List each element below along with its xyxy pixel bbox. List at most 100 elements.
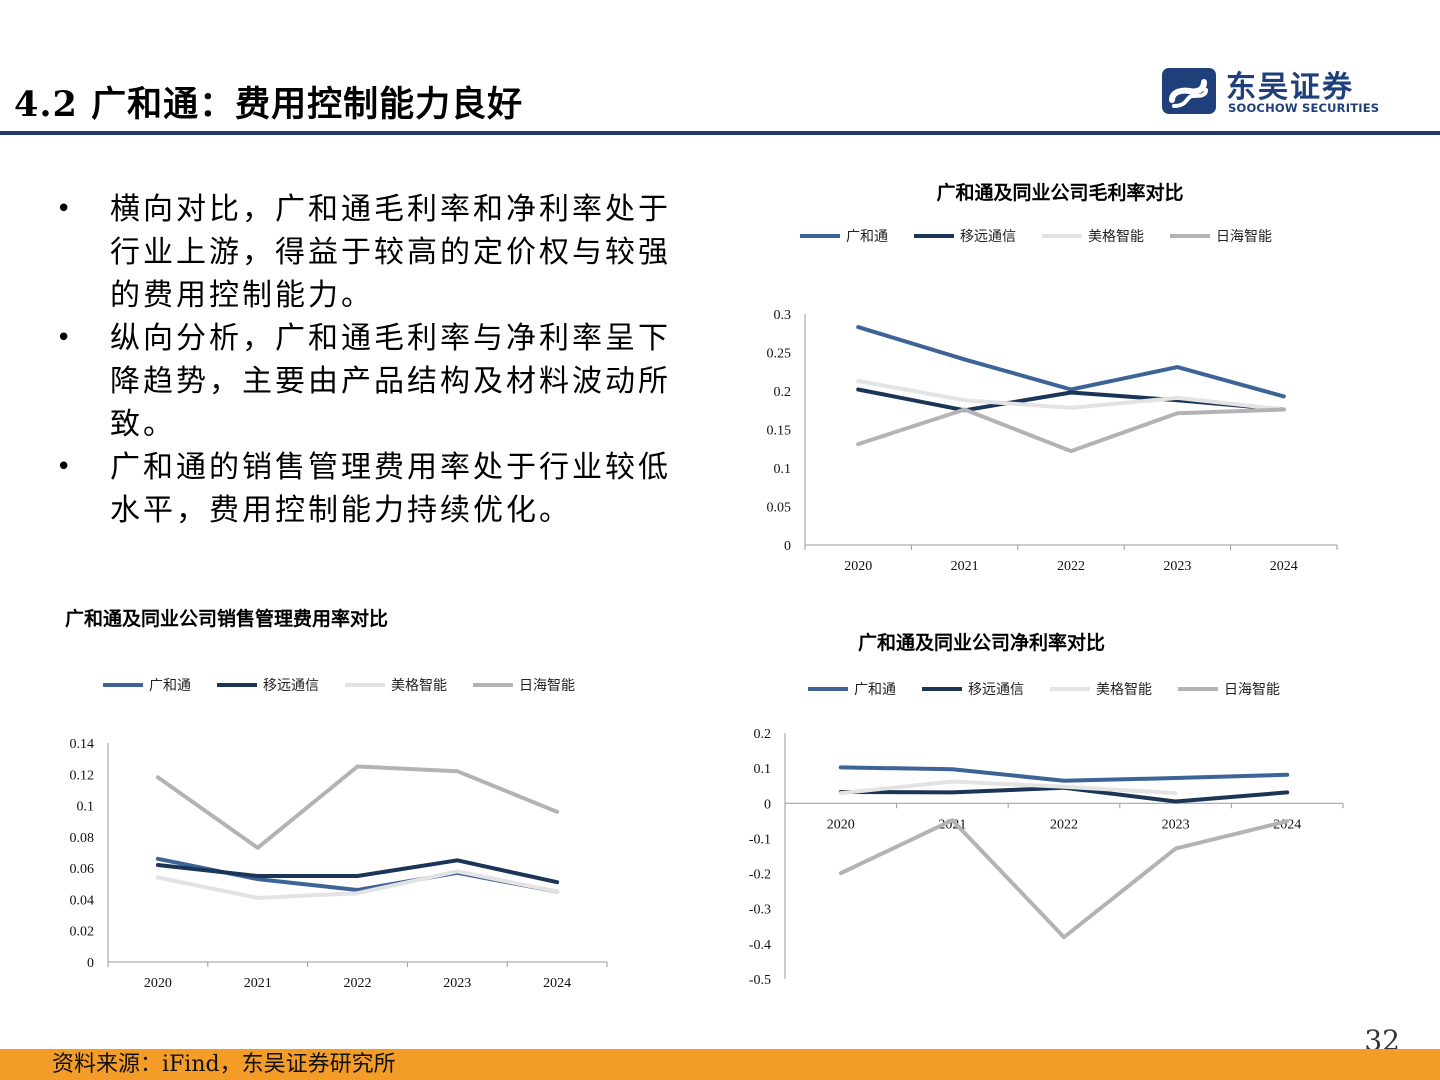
series-line (838, 779, 1178, 796)
y-tick-label: 0.04 (70, 893, 95, 908)
legend-swatch (1170, 234, 1210, 238)
y-tick-label: 0.1 (774, 462, 792, 477)
x-tick-label: 2022 (1057, 559, 1085, 574)
legend-item: 美格智能 (1042, 226, 1144, 246)
y-tick-label: 0 (784, 539, 791, 554)
chart-plot: 0 0.02 0.04 0.06 0.08 0.1 0.12 0.14 2020 2021 2022… (70, 737, 608, 991)
y-tick-label: 0.2 (754, 727, 772, 742)
x-tick-label: 2024 (1270, 559, 1298, 574)
net-margin-chart: 广和通及同业公司净利率对比 广和通 移远通信 美格智能 日海智能 -0.5 -0.4 -0.… (730, 624, 1380, 1004)
title-divider (0, 131, 1440, 135)
legend-item: 美格智能 (345, 675, 447, 695)
footer-bar (0, 1049, 1440, 1080)
chart-legend: 广和通 移远通信 美格智能 日海智能 (103, 675, 601, 695)
y-tick-label: 0.05 (767, 501, 792, 516)
y-tick-label: 0 (764, 797, 771, 812)
x-tick-label: 2023 (443, 976, 471, 991)
logo-english-name: SOOCHOW SECURITIES (1228, 101, 1380, 115)
y-tick-label: 0.1 (77, 800, 95, 815)
x-tick-label: 2020 (827, 817, 855, 832)
legend-item: 日海智能 (1178, 679, 1280, 699)
source-note: 资料来源：iFind，东吴证券研究所 (52, 1052, 396, 1077)
legend-label: 广和通 (149, 678, 191, 694)
legend-swatch (217, 683, 257, 687)
legend-item: 日海智能 (1170, 226, 1272, 246)
series-line (155, 869, 560, 900)
legend-item: 广和通 (103, 675, 191, 695)
legend-label: 美格智能 (1088, 229, 1144, 245)
x-tick-label: 2022 (1050, 817, 1078, 832)
y-tick-label: 0.3 (774, 308, 792, 323)
chart-title: 广和通及同业公司销售管理费用率对比 (65, 608, 389, 630)
y-tick-label: -0.5 (749, 973, 771, 988)
y-tick-label: 0.2 (774, 385, 792, 400)
x-tick-label: 2024 (543, 976, 571, 991)
legend-swatch (1042, 234, 1082, 238)
legend-label: 移远通信 (263, 678, 319, 694)
bullet-item: • 广和通的销售管理费用率处于行业较低水平，费用控制能力持续优化。 (56, 446, 696, 532)
bullet-dot: • (56, 194, 75, 224)
y-tick-label: 0.12 (70, 768, 95, 783)
logo-chinese-name: 东吴证券 (1226, 70, 1354, 105)
legend-label: 日海智能 (519, 678, 575, 694)
selling-admin-chart: 广和通及同业公司销售管理费用率对比 广和通 移远通信 美格智能 日海智能 0 0.02 0.… (40, 604, 640, 1004)
legend-label: 移远通信 (960, 229, 1016, 245)
chart-legend: 广和通 移远通信 美格智能 日海智能 (808, 679, 1306, 699)
legend-swatch (103, 683, 143, 687)
legend-label: 日海智能 (1224, 682, 1280, 698)
series-line (155, 858, 560, 885)
legend-item: 广和通 (800, 226, 888, 246)
y-tick-label: -0.4 (749, 938, 771, 953)
y-tick-label: -0.1 (749, 832, 771, 847)
legend-swatch (914, 234, 954, 238)
y-tick-label: 0.14 (70, 737, 95, 752)
x-tick-label: 2021 (244, 976, 272, 991)
legend-item: 日海智能 (473, 675, 575, 695)
legend-swatch (1178, 687, 1218, 691)
legend-label: 广和通 (846, 229, 888, 245)
y-tick-label: -0.2 (749, 868, 771, 883)
legend-label: 广和通 (854, 682, 896, 698)
bullet-dot: • (56, 323, 75, 353)
bullet-item: • 纵向分析，广和通毛利率与净利率呈下降趋势，主要由产品结构及材料波动所致。 (56, 317, 696, 446)
chart-title: 广和通及同业公司净利率对比 (858, 632, 1106, 654)
bullet-dot: • (56, 452, 75, 482)
chart-title: 广和通及同业公司毛利率对比 (936, 182, 1184, 204)
company-logo: 东吴证券 SOOCHOW SECURITIES (1160, 64, 1390, 120)
legend-swatch (1050, 687, 1090, 691)
series-line (838, 765, 1290, 783)
x-tick-label: 2020 (144, 976, 172, 991)
legend-label: 移远通信 (968, 682, 1024, 698)
bullet-text: 横向对比，广和通毛利率和净利率处于行业上游，得益于较高的定价权与较强的费用控制能… (110, 192, 671, 313)
x-tick-label: 2020 (844, 559, 872, 574)
bullet-text: 纵向分析，广和通毛利率与净利率呈下降趋势，主要由产品结构及材料波动所致。 (110, 321, 671, 442)
gross-margin-chart: 广和通及同业公司毛利率对比 广和通 移远通信 美格智能 日海智能 0 0.05 0.1 0.1… (740, 176, 1380, 596)
legend-item: 移远通信 (914, 226, 1016, 246)
series-line (838, 818, 1290, 940)
bullet-list: • 横向对比，广和通毛利率和净利率处于行业上游，得益于较高的定价权与较强的费用控制… (56, 188, 696, 532)
y-tick-label: 0.08 (70, 831, 95, 846)
legend-item: 移远通信 (217, 675, 319, 695)
legend-swatch (922, 687, 962, 691)
series-line (838, 785, 1290, 804)
legend-item: 移远通信 (922, 679, 1024, 699)
x-tick-label: 2023 (1162, 817, 1190, 832)
y-tick-label: 0.06 (70, 862, 95, 877)
series-line (856, 379, 1286, 412)
bullet-text: 广和通的销售管理费用率处于行业较低水平，费用控制能力持续优化。 (110, 450, 671, 528)
y-tick-label: -0.3 (749, 903, 771, 918)
legend-swatch (800, 234, 840, 238)
x-tick-label: 2021 (951, 559, 979, 574)
legend-label: 日海智能 (1216, 229, 1272, 245)
y-tick-label: 0.02 (70, 925, 95, 940)
legend-item: 广和通 (808, 679, 896, 699)
legend-label: 美格智能 (391, 678, 447, 694)
series-line (856, 325, 1286, 399)
x-tick-label: 2022 (344, 976, 372, 991)
legend-swatch (808, 687, 848, 691)
y-tick-label: 0 (87, 956, 94, 971)
chart-plot: 0 0.05 0.1 0.15 0.2 0.25 0.3 2020 2021 2022 2023 20… (767, 308, 1338, 574)
legend-swatch (345, 683, 385, 687)
legend-swatch (473, 683, 513, 687)
